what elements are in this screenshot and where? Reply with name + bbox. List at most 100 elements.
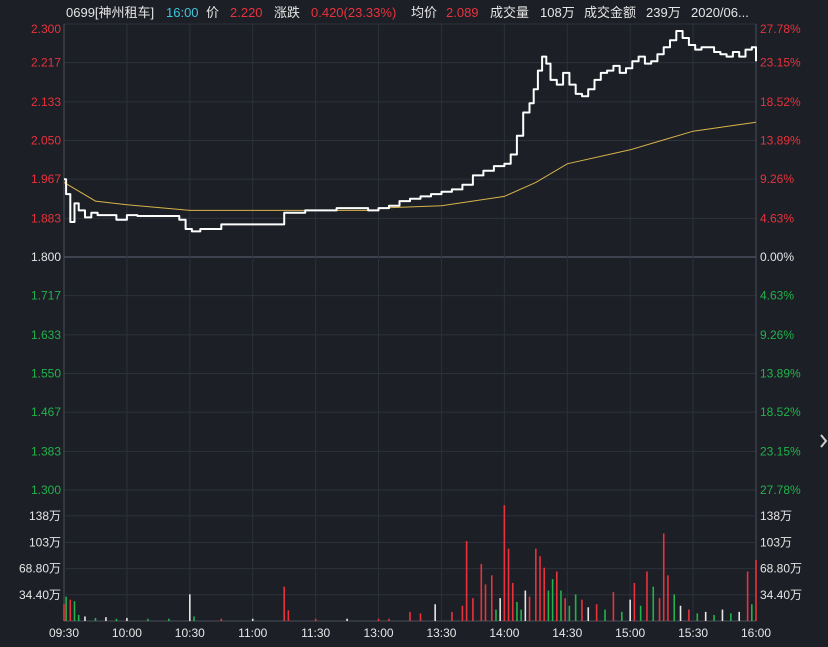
- volume-bar: [251, 618, 254, 621]
- percent-tick-label: 9.26%: [760, 328, 794, 342]
- volume-bar: [560, 590, 562, 621]
- price-tick-label: 2.217: [31, 56, 61, 70]
- volume-bar: [507, 548, 510, 621]
- volume-axis-left: 138万 103万 68.80万 34.40万: [19, 509, 61, 602]
- volume-tick-label-right: 34.40万: [760, 588, 802, 602]
- volume-axis-right: 138万 103万 68.80万 34.40万: [760, 509, 802, 602]
- volume-bar: [511, 582, 514, 621]
- amount-value: 239万: [646, 5, 681, 20]
- volume-label: 成交量: [490, 5, 529, 20]
- volume-bar: [193, 616, 195, 621]
- volume-bar: [633, 582, 636, 621]
- volume-bar: [63, 604, 65, 621]
- trade-date: 2020/06...: [691, 5, 749, 20]
- volume-bar: [612, 592, 615, 621]
- volume-bar: [283, 586, 285, 621]
- stock-code-name: 0699[神州租车]: [66, 5, 154, 20]
- time-tick-label: 10:00: [112, 626, 142, 640]
- volume-bar: [646, 571, 648, 621]
- volume-bar: [696, 613, 699, 621]
- time-tick-label: 16:00: [741, 626, 771, 640]
- percent-tick-label: 9.26%: [760, 172, 794, 186]
- volume-bar: [652, 586, 655, 621]
- volume-bar: [662, 533, 665, 621]
- volume-bar: [688, 609, 690, 621]
- current-price: 2.220: [230, 5, 263, 20]
- volume-bar: [84, 616, 86, 621]
- volume-bar: [604, 609, 606, 621]
- percent-tick-label: 18.52%: [760, 405, 801, 419]
- volume-bar: [730, 613, 732, 621]
- avg-price: 2.089: [446, 5, 479, 20]
- time-tick-label: 11:30: [301, 626, 330, 640]
- volume-bar: [434, 604, 436, 621]
- price-tick-label: 1.967: [31, 172, 61, 186]
- volume-bar: [520, 609, 522, 621]
- volume-bar: [555, 571, 558, 621]
- price-tick-label: 2.300: [31, 22, 61, 36]
- volume-bar: [461, 605, 464, 621]
- volume-bar: [73, 601, 76, 621]
- current-time: 16:00: [166, 5, 199, 20]
- volume-bar: [535, 548, 537, 621]
- price-tick-label: 1.800: [31, 250, 61, 264]
- volume-bar: [465, 541, 468, 621]
- volume-bar: [721, 609, 724, 621]
- percent-tick-label: 27.78%: [760, 483, 801, 497]
- volume-bar: [346, 618, 348, 621]
- volume-bar: [673, 594, 676, 621]
- percent-tick-label: 27.78%: [760, 22, 801, 36]
- volume-bar: [168, 618, 170, 621]
- percent-axis: 27.78% 23.15% 18.52% 13.89% 9.26% 4.63% 0.00% 4…: [760, 22, 801, 497]
- volume-bar: [287, 610, 290, 621]
- volume-bar: [220, 618, 223, 621]
- time-tick-label: 13:00: [364, 626, 394, 640]
- volume-bar: [69, 599, 72, 621]
- price-tick-label: 1.300: [31, 483, 61, 497]
- volume-tick-label: 138万: [29, 509, 61, 523]
- volume-bar: [495, 609, 497, 621]
- volume-bar: [551, 579, 554, 621]
- volume-bar: [503, 505, 506, 621]
- price-tick-label: 1.383: [31, 444, 61, 458]
- volume-tick-label-right: 103万: [760, 536, 792, 550]
- percent-tick-label: 18.52%: [760, 95, 801, 109]
- volume-bar: [528, 596, 531, 621]
- volume-bar: [639, 605, 642, 621]
- chevron-right-icon[interactable]: [820, 434, 828, 448]
- info-bar: 0699[神州租车] 16:00 价 2.220 涨跌 0.420(23.33%…: [66, 5, 749, 20]
- volume-bar: [587, 607, 590, 621]
- volume-bar: [126, 617, 128, 621]
- average-price-line: [63, 121, 757, 211]
- volume-bar: [751, 604, 753, 621]
- volume-tick-label: 34.40万: [19, 588, 61, 602]
- volume-bar: [738, 611, 741, 621]
- time-axis: 09:30 10:00 10:30 11:00 11:30 13:00 13:30 14:00…: [49, 626, 771, 640]
- volume-bar: [480, 563, 483, 621]
- time-tick-label: 15:00: [615, 626, 645, 640]
- volume-bar: [629, 599, 631, 621]
- volume-bar: [524, 590, 527, 621]
- percent-tick-label: 4.63%: [760, 211, 794, 225]
- price-tick-label: 1.467: [31, 405, 61, 419]
- change-label: 涨跌: [274, 5, 300, 20]
- volume-bar: [499, 598, 501, 621]
- volume-bar: [539, 556, 541, 621]
- volume-bar: [490, 575, 493, 621]
- time-tick-label: 14:30: [552, 626, 582, 640]
- price-axis: 2.300 2.217 2.133 2.050 1.967 1.883 1.800 1.717…: [31, 22, 61, 497]
- volume-bar: [568, 605, 571, 621]
- time-tick-label: 09:30: [49, 626, 79, 640]
- volume-bar: [105, 617, 107, 621]
- time-tick-label: 14:00: [489, 626, 519, 640]
- volume-bar: [658, 598, 661, 621]
- price-tick-label: 2.050: [31, 134, 61, 148]
- volume-bar: [595, 604, 598, 621]
- volume-bar: [547, 590, 550, 621]
- volume-bar: [147, 618, 149, 621]
- volume-tick-label: 103万: [29, 536, 61, 550]
- volume-bar: [516, 601, 518, 621]
- price-tick-label: 1.883: [31, 211, 61, 225]
- volume-bar: [564, 598, 566, 621]
